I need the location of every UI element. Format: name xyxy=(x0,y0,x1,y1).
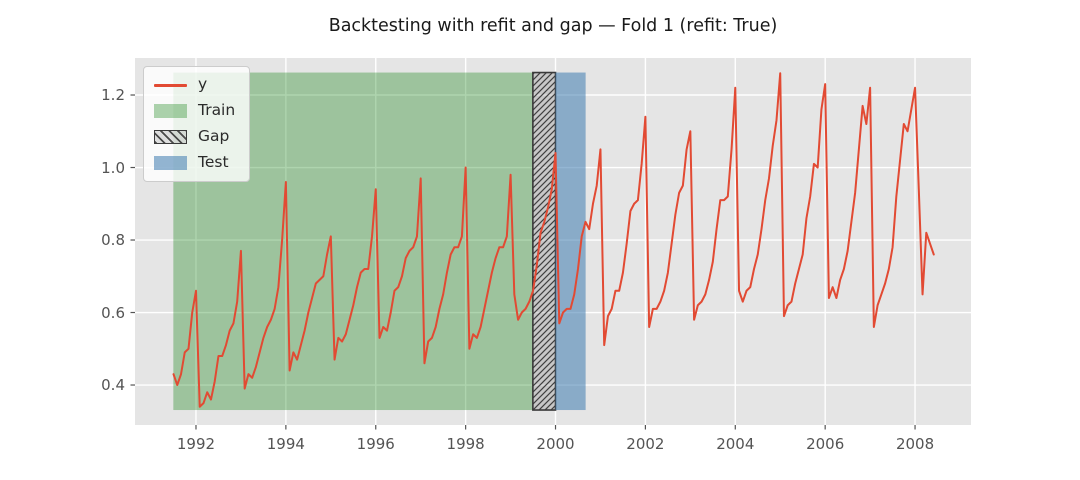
y-tick-label: 0.4 xyxy=(101,376,125,395)
y-tick-label: 0.6 xyxy=(101,303,125,322)
x-tick-label: 2006 xyxy=(806,435,845,453)
series-layer xyxy=(172,72,935,408)
x-tick-label: 2004 xyxy=(716,435,755,453)
x-tick-label: 2002 xyxy=(626,435,665,453)
gap-region xyxy=(532,72,556,411)
legend-item-train: Train xyxy=(154,102,235,120)
y-tick-label: 0.8 xyxy=(101,231,125,249)
x-tick-label: 1992 xyxy=(176,435,216,453)
x-tick-label: 1996 xyxy=(356,435,395,453)
region-layer xyxy=(173,71,586,411)
legend: y Train Gap Test xyxy=(143,66,251,182)
plot-area xyxy=(130,58,971,430)
y-tick-label: 1.0 xyxy=(101,158,125,177)
legend-label: Test xyxy=(198,153,229,172)
x-tick-label: 2000 xyxy=(536,435,575,453)
gap-patch-swatch xyxy=(154,130,187,144)
train-patch-swatch xyxy=(154,104,187,118)
x-tick-label: 2008 xyxy=(895,435,935,453)
legend-label: y xyxy=(198,75,208,94)
legend-item-gap: Gap xyxy=(154,128,235,146)
x-tick-label: 1998 xyxy=(446,435,485,453)
series-line-y xyxy=(172,72,935,408)
tickmark-layer xyxy=(130,94,916,430)
legend-item-y: y xyxy=(154,76,235,94)
series-line-swatch xyxy=(154,83,187,87)
chart-title: Backtesting with refit and gap — Fold 1 … xyxy=(328,16,778,36)
legend-item-test: Test xyxy=(154,154,235,172)
legend-label: Gap xyxy=(198,127,230,146)
y-tick-label: 1.2 xyxy=(101,86,125,104)
legend-label: Train xyxy=(198,101,236,120)
test-patch-swatch xyxy=(154,156,187,170)
plot-canvas xyxy=(130,58,971,430)
x-tick-label: 1994 xyxy=(266,435,305,453)
